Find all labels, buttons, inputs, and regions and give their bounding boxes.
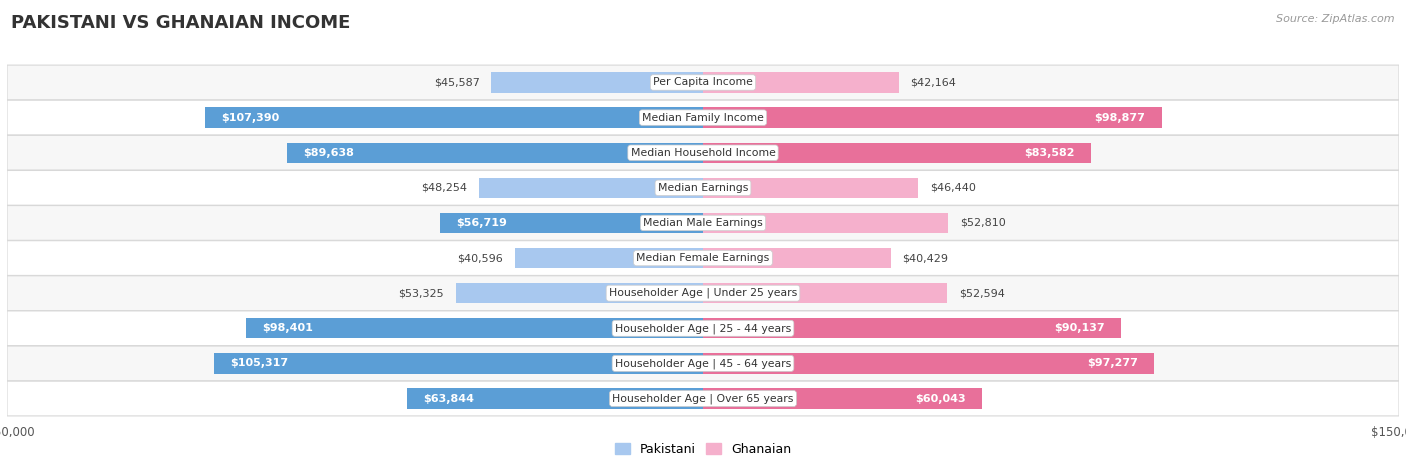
Text: Householder Age | 25 - 44 years: Householder Age | 25 - 44 years (614, 323, 792, 333)
Text: $89,638: $89,638 (304, 148, 354, 158)
Text: $107,390: $107,390 (221, 113, 280, 123)
Bar (703, 177, 918, 198)
Bar (246, 318, 703, 339)
Bar (214, 353, 703, 374)
FancyBboxPatch shape (7, 241, 1399, 276)
Text: $48,254: $48,254 (422, 183, 468, 193)
Bar (703, 213, 948, 233)
Text: $98,401: $98,401 (263, 323, 314, 333)
Bar (205, 107, 703, 128)
Text: $42,164: $42,164 (910, 78, 956, 87)
Bar (703, 389, 981, 409)
Text: $105,317: $105,317 (231, 358, 288, 368)
Bar (440, 213, 703, 233)
Text: $46,440: $46,440 (931, 183, 976, 193)
FancyBboxPatch shape (7, 65, 1399, 100)
FancyBboxPatch shape (7, 276, 1399, 311)
FancyBboxPatch shape (7, 346, 1399, 381)
FancyBboxPatch shape (7, 100, 1399, 135)
Text: Median Earnings: Median Earnings (658, 183, 748, 193)
Bar (703, 318, 1121, 339)
Text: $52,594: $52,594 (959, 288, 1004, 298)
FancyBboxPatch shape (7, 170, 1399, 205)
Bar (479, 177, 703, 198)
Bar (703, 72, 898, 92)
Text: Per Capita Income: Per Capita Income (652, 78, 754, 87)
Bar (703, 142, 1091, 163)
Text: Median Family Income: Median Family Income (643, 113, 763, 123)
Bar (456, 283, 703, 304)
Text: $60,043: $60,043 (915, 394, 966, 403)
Text: $45,587: $45,587 (434, 78, 479, 87)
Bar (287, 142, 703, 163)
Bar (406, 389, 703, 409)
Bar (703, 107, 1161, 128)
Text: $56,719: $56,719 (456, 218, 508, 228)
Text: Median Female Earnings: Median Female Earnings (637, 253, 769, 263)
Text: $40,429: $40,429 (903, 253, 948, 263)
Text: PAKISTANI VS GHANAIAN INCOME: PAKISTANI VS GHANAIAN INCOME (11, 14, 350, 32)
Text: $52,810: $52,810 (960, 218, 1005, 228)
Legend: Pakistani, Ghanaian: Pakistani, Ghanaian (610, 438, 796, 461)
Text: $97,277: $97,277 (1087, 358, 1137, 368)
Text: Householder Age | Under 25 years: Householder Age | Under 25 years (609, 288, 797, 298)
Text: Householder Age | Over 65 years: Householder Age | Over 65 years (612, 393, 794, 404)
FancyBboxPatch shape (7, 311, 1399, 346)
FancyBboxPatch shape (7, 135, 1399, 170)
Text: $90,137: $90,137 (1054, 323, 1105, 333)
Text: Source: ZipAtlas.com: Source: ZipAtlas.com (1277, 14, 1395, 24)
Bar (703, 353, 1154, 374)
Bar (492, 72, 703, 92)
Bar (703, 283, 948, 304)
Text: $53,325: $53,325 (398, 288, 444, 298)
Text: $98,877: $98,877 (1095, 113, 1146, 123)
Text: Householder Age | 45 - 64 years: Householder Age | 45 - 64 years (614, 358, 792, 368)
Text: $83,582: $83,582 (1024, 148, 1074, 158)
Bar (515, 248, 703, 268)
Text: Median Household Income: Median Household Income (630, 148, 776, 158)
Bar (703, 248, 890, 268)
FancyBboxPatch shape (7, 381, 1399, 416)
FancyBboxPatch shape (7, 205, 1399, 241)
Text: $40,596: $40,596 (457, 253, 503, 263)
Text: Median Male Earnings: Median Male Earnings (643, 218, 763, 228)
Text: $63,844: $63,844 (423, 394, 474, 403)
